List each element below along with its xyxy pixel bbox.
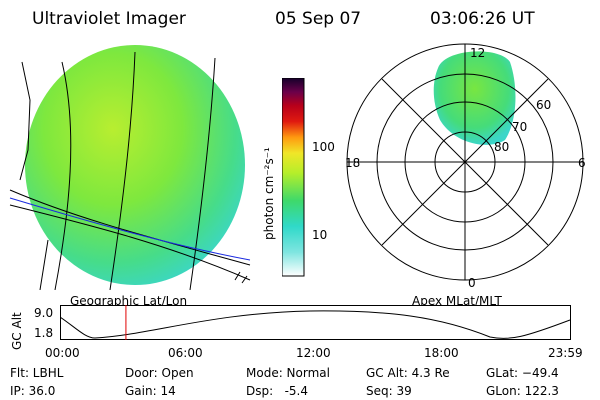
geo-latitude: GLat: −49.4 — [486, 366, 559, 380]
altitude-ymin-label: 1.8 — [34, 326, 54, 340]
sequence-value: Seq: 39 — [366, 384, 412, 398]
gain-value: Gain: 14 — [125, 384, 176, 398]
x-tick-2359: 23:59 — [548, 346, 583, 360]
colorbar — [282, 78, 305, 277]
instrument-title: Ultraviolet Imager — [32, 9, 186, 29]
x-tick-0000: 00:00 — [45, 346, 80, 360]
altitude-curve — [60, 310, 571, 339]
x-tick-1800: 18:00 — [424, 346, 459, 360]
mlt-label-18: 18 — [345, 156, 361, 170]
x-tick-0600: 06:00 — [168, 346, 203, 360]
longitude-line — [109, 51, 136, 290]
mlt-label-6: 6 — [578, 156, 586, 170]
earth-disk-image — [25, 45, 245, 285]
door-status: Door: Open — [125, 366, 194, 380]
observation-date: 05 Sep 07 — [275, 9, 362, 29]
latitude-line — [9, 204, 251, 281]
altitude-ylabel: GC Alt — [10, 312, 24, 350]
dsp-value: Dsp: -5.4 — [246, 384, 309, 398]
mlat-label-70: 70 — [512, 120, 528, 134]
geographic-image-panel — [9, 45, 251, 290]
mode-value: Mode: Normal — [246, 366, 330, 380]
colorbar-tick-10: 10 — [312, 228, 328, 242]
longitude-line — [189, 57, 216, 290]
colorbar-label: photon cm⁻²s⁻¹ — [262, 147, 276, 240]
longitude-line — [54, 61, 72, 290]
geo-longitude: GLon: 122.3 — [486, 384, 559, 398]
mlt-label-12: 12 — [470, 46, 486, 60]
x-tick-1200: 12:00 — [296, 346, 331, 360]
ip-value: IP: 36.0 — [10, 384, 56, 398]
colorbar-tick-100: 100 — [312, 140, 335, 154]
polar-plot — [346, 43, 584, 281]
observation-time: 03:06:26 UT — [430, 9, 535, 29]
mlat-label-60: 60 — [536, 98, 552, 112]
altitude-ymax-label: 9.0 — [34, 306, 54, 320]
coastline — [19, 61, 49, 290]
colorbar-gradient — [282, 78, 305, 277]
auroral-oval-image — [433, 51, 516, 145]
gc-altitude: GC Alt: 4.3 Re — [366, 366, 450, 380]
flight-filter: Flt: LBHL — [10, 366, 64, 380]
polar-caption: Apex MLat/MLT — [412, 294, 502, 308]
coast-blue-line — [9, 197, 251, 261]
mlt-label-0: 0 — [468, 276, 476, 290]
mlat-label-80: 80 — [494, 140, 510, 154]
geographic-caption: Geographic Lat/Lon — [70, 294, 188, 308]
altitude-plot — [60, 305, 571, 340]
landmark-ticks — [234, 271, 248, 284]
latitude-line — [9, 189, 251, 266]
polar-diagonal — [381, 78, 549, 246]
